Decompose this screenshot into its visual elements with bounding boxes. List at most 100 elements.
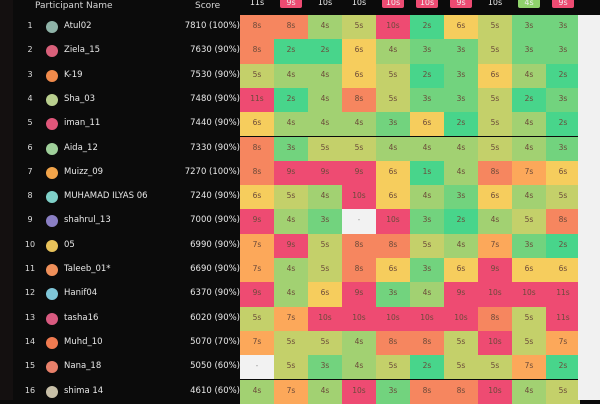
- response-time-cell[interactable]: 5s: [308, 258, 342, 283]
- response-time-cell[interactable]: 5s: [308, 136, 342, 161]
- response-time-cell[interactable]: 5s: [512, 330, 546, 356]
- response-time-cell[interactable]: 11s: [546, 282, 580, 307]
- question-header-3[interactable]: 10s: [317, 0, 333, 7]
- response-time-cell[interactable]: 5s: [308, 233, 342, 258]
- response-time-cell[interactable]: 8s: [444, 379, 478, 404]
- response-time-cell[interactable]: 2s: [512, 87, 546, 113]
- response-time-cell[interactable]: 4s: [444, 160, 478, 186]
- response-time-cell[interactable]: 10s: [478, 282, 512, 307]
- response-time-cell[interactable]: 3s: [308, 209, 342, 234]
- participant-row[interactable]: 9 shahrul_13 7000 (90%): [13, 209, 240, 233]
- response-time-cell[interactable]: 5s: [308, 330, 342, 356]
- response-time-cell[interactable]: 5s: [478, 112, 512, 137]
- response-time-cell[interactable]: 7s: [274, 379, 308, 404]
- response-time-cell[interactable]: 6s: [478, 185, 512, 210]
- response-time-cell[interactable]: 5s: [240, 63, 274, 88]
- response-time-cell[interactable]: 4s: [308, 379, 342, 404]
- response-time-cell[interactable]: 4s: [444, 136, 478, 161]
- response-time-cell[interactable]: 9s: [274, 233, 308, 258]
- response-time-cell[interactable]: 3s: [274, 136, 308, 161]
- response-time-cell[interactable]: 9s: [444, 282, 478, 307]
- participant-row[interactable]: 5 iman_11 7440 (90%): [13, 112, 240, 136]
- response-time-cell[interactable]: 8s: [240, 15, 274, 40]
- response-time-cell[interactable]: 3s: [546, 39, 580, 64]
- question-header-2[interactable]: 9s: [280, 0, 302, 8]
- response-time-cell[interactable]: 8s: [342, 258, 376, 283]
- response-time-cell[interactable]: 7s: [240, 233, 274, 258]
- response-time-cell[interactable]: 7s: [274, 306, 308, 331]
- response-time-cell[interactable]: 9s: [478, 258, 512, 283]
- response-time-cell[interactable]: 6s: [240, 185, 274, 210]
- response-time-cell[interactable]: 8s: [376, 330, 410, 356]
- response-time-cell[interactable]: 8s: [478, 306, 512, 331]
- participant-row[interactable]: 15 Nana_18 5050 (60%): [13, 355, 240, 379]
- response-time-cell[interactable]: -: [240, 355, 274, 380]
- response-time-cell[interactable]: 5s: [444, 330, 478, 356]
- response-time-cell[interactable]: 8s: [240, 160, 274, 186]
- response-time-cell[interactable]: 3s: [444, 185, 478, 210]
- response-time-cell[interactable]: 7s: [478, 233, 512, 258]
- response-time-cell[interactable]: 3s: [546, 15, 580, 40]
- response-time-cell[interactable]: 4s: [308, 112, 342, 137]
- participant-row[interactable]: 7 Muizz_09 7270 (100%): [13, 161, 240, 185]
- response-time-cell[interactable]: 5s: [512, 209, 546, 234]
- response-time-cell[interactable]: 2s: [546, 233, 580, 258]
- response-time-cell[interactable]: 8s: [274, 15, 308, 40]
- response-time-cell[interactable]: 5s: [376, 355, 410, 380]
- response-time-cell[interactable]: 10s: [478, 330, 512, 356]
- response-time-cell[interactable]: 7s: [512, 355, 546, 380]
- response-time-cell[interactable]: 2s: [410, 15, 444, 40]
- response-time-cell[interactable]: 5s: [478, 355, 512, 380]
- participant-row[interactable]: 3 K-19 7530 (90%): [13, 64, 240, 88]
- response-time-cell[interactable]: 10s: [478, 379, 512, 404]
- response-time-cell[interactable]: 7s: [240, 258, 274, 283]
- response-time-cell[interactable]: 5s: [410, 233, 444, 258]
- response-time-cell[interactable]: 4s: [240, 379, 274, 404]
- response-time-cell[interactable]: 4s: [308, 15, 342, 40]
- response-time-cell[interactable]: 2s: [410, 63, 444, 88]
- response-time-cell[interactable]: 6s: [308, 282, 342, 307]
- response-time-cell[interactable]: 11s: [546, 306, 580, 331]
- question-header-4[interactable]: 10s: [351, 0, 367, 7]
- response-time-cell[interactable]: 2s: [274, 87, 308, 113]
- response-time-cell[interactable]: 2s: [546, 63, 580, 88]
- response-time-cell[interactable]: 4s: [512, 185, 546, 210]
- response-time-cell[interactable]: 6s: [342, 39, 376, 64]
- response-time-cell[interactable]: 6s: [444, 258, 478, 283]
- response-time-cell[interactable]: 6s: [342, 63, 376, 88]
- response-time-cell[interactable]: 5s: [240, 306, 274, 331]
- response-time-cell[interactable]: 4s: [512, 112, 546, 137]
- response-time-cell[interactable]: 7s: [240, 330, 274, 356]
- response-time-cell[interactable]: 5s: [274, 355, 308, 380]
- response-time-cell[interactable]: 4s: [512, 63, 546, 88]
- response-time-cell[interactable]: 8s: [478, 160, 512, 186]
- response-time-cell[interactable]: 3s: [308, 355, 342, 380]
- response-time-cell[interactable]: 2s: [546, 355, 580, 380]
- response-time-cell[interactable]: 3s: [512, 39, 546, 64]
- response-time-cell[interactable]: 4s: [274, 63, 308, 88]
- response-time-cell[interactable]: 3s: [512, 233, 546, 258]
- participant-row[interactable]: 2 Ziela_15 7630 (90%): [13, 39, 240, 63]
- response-time-cell[interactable]: 5s: [512, 306, 546, 331]
- response-time-cell[interactable]: 4s: [376, 136, 410, 161]
- response-time-cell[interactable]: 10s: [342, 185, 376, 210]
- response-time-cell[interactable]: -: [342, 209, 376, 234]
- response-time-cell[interactable]: 10s: [444, 306, 478, 331]
- response-time-cell[interactable]: 4s: [342, 330, 376, 356]
- participant-row[interactable]: 13 tasha16 6020 (90%): [13, 307, 240, 331]
- scrollbar[interactable]: [578, 15, 600, 400]
- response-time-cell[interactable]: 4s: [512, 379, 546, 404]
- response-time-cell[interactable]: 5s: [342, 15, 376, 40]
- response-time-cell[interactable]: 4s: [274, 258, 308, 283]
- response-time-cell[interactable]: 8s: [240, 39, 274, 64]
- response-time-cell[interactable]: 3s: [410, 258, 444, 283]
- response-time-cell[interactable]: 9s: [342, 282, 376, 307]
- participant-row[interactable]: 10 05 6990 (90%): [13, 234, 240, 258]
- response-time-cell[interactable]: 3s: [376, 112, 410, 137]
- response-time-cell[interactable]: 5s: [444, 355, 478, 380]
- response-time-cell[interactable]: 8s: [410, 330, 444, 356]
- response-time-cell[interactable]: 3s: [444, 87, 478, 113]
- response-time-cell[interactable]: 6s: [376, 258, 410, 283]
- response-time-cell[interactable]: 2s: [444, 112, 478, 137]
- response-time-cell[interactable]: 5s: [376, 63, 410, 88]
